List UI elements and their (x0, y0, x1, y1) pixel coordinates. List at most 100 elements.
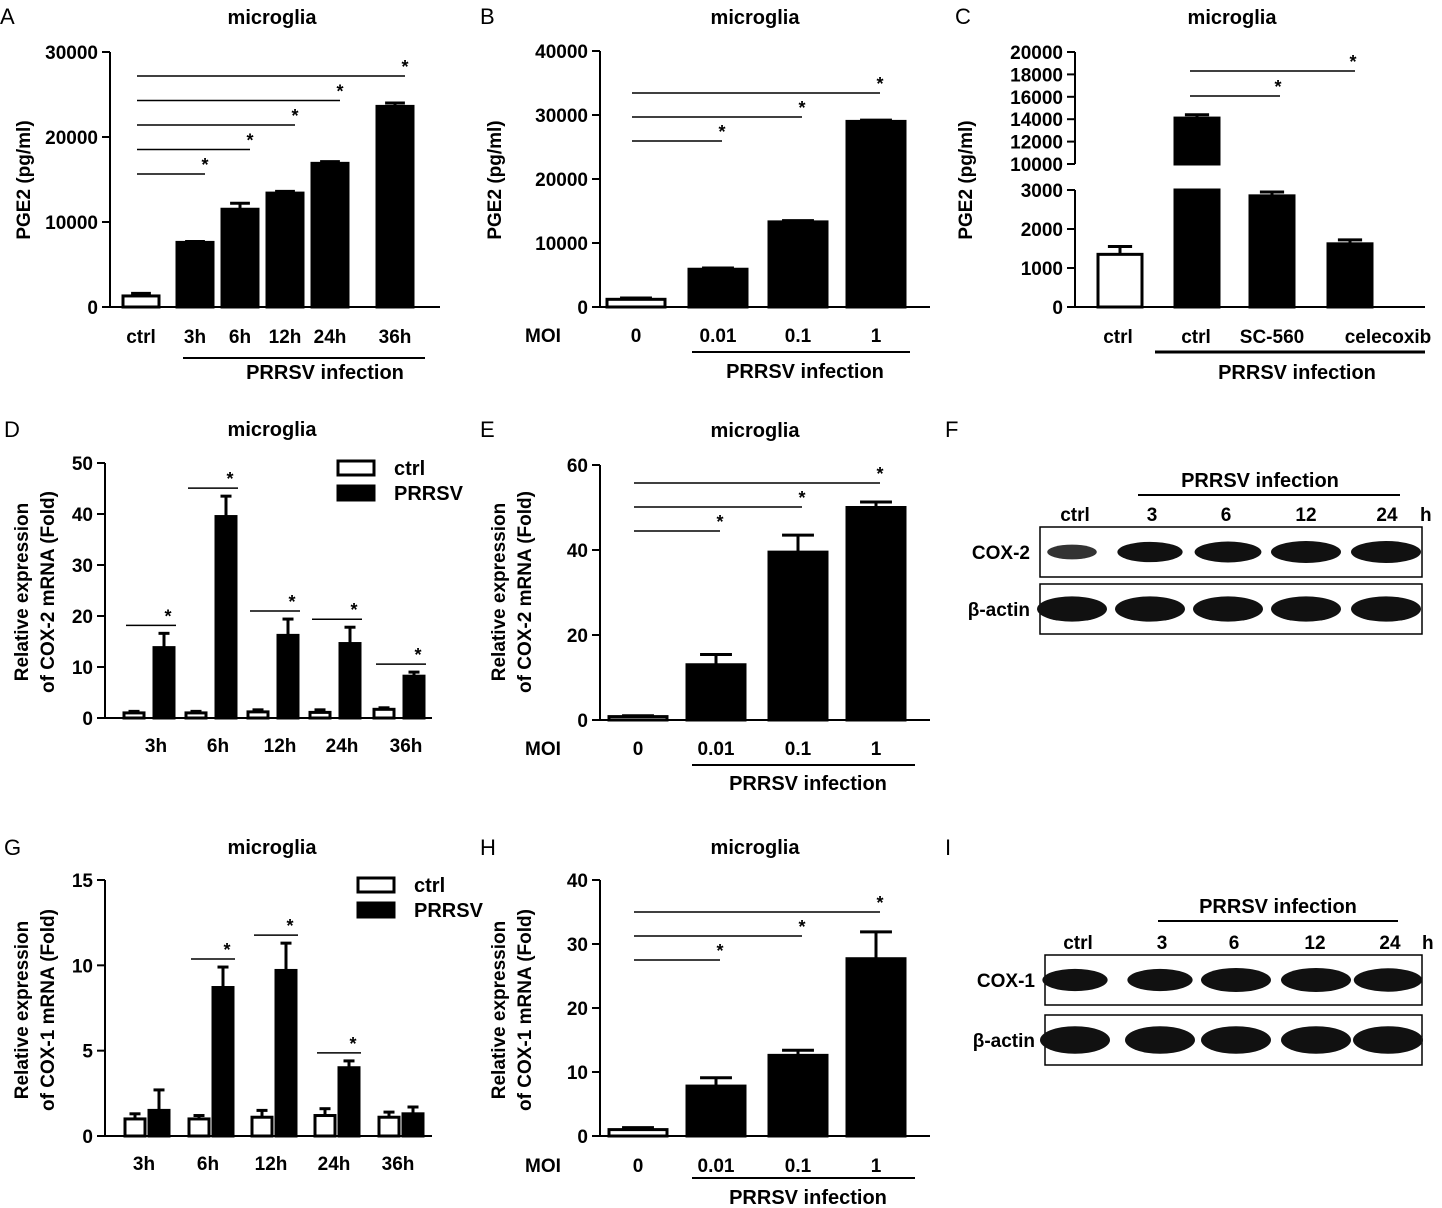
blot-unit-F: h (1420, 505, 1432, 526)
bar-E-0 (609, 717, 667, 720)
significance-star-E-0: * (716, 512, 723, 532)
bar-B-3 (847, 121, 905, 307)
y-tick-label-C: 2000 (1021, 220, 1063, 241)
group-label-E: PRRSV infection (729, 773, 887, 795)
bar-D-PRRSV-4 (404, 676, 424, 718)
panel-letter-B: B (480, 4, 495, 29)
group-label-B: PRRSV infection (726, 361, 884, 383)
y-tick-label-E: 60 (567, 456, 588, 477)
bar-G-ctrl-0 (125, 1119, 145, 1136)
x-tick-label-C: ctrl (1181, 327, 1211, 348)
group-label-C: PRRSV infection (1218, 362, 1376, 384)
blot-lane-label-I: 12 (1304, 933, 1325, 954)
y-tick-label-C: 1000 (1021, 259, 1063, 280)
significance-star-B-2: * (876, 74, 883, 94)
blot-band-I-1-4 (1353, 1026, 1423, 1054)
y-axis-label-B: PGE2 (pg/ml) (485, 120, 506, 239)
legend-label-D-ctrl: ctrl (394, 458, 425, 480)
bar-E-1 (687, 665, 745, 720)
blot-band-F-0-2 (1195, 542, 1262, 563)
y-tick-label-D: 10 (72, 658, 93, 679)
blot-row-label-F-0: COX-2 (972, 543, 1030, 564)
blot-band-F-0-0 (1047, 545, 1097, 560)
y-tick-label-D: 20 (72, 607, 93, 628)
x-tick-label-A: 12h (269, 327, 302, 348)
x-tick-label-G: 24h (318, 1154, 351, 1175)
chart-title-G: microglia (228, 837, 318, 859)
x-tick-label-E: 0.1 (785, 739, 812, 760)
figure: Amicroglia 0 10000 20000 30000 PGE2 (pg/ml) ct… (0, 0, 1442, 1208)
x-tick-label-E: 0 (633, 739, 644, 760)
panel-letter-E: E (480, 417, 495, 442)
bar-C-2 (1250, 196, 1294, 307)
x-tick-label-B: 0 (631, 326, 642, 347)
panel-letter-F: F (945, 417, 958, 442)
legend-swatch-D-PRRSV (338, 486, 374, 500)
blot-lane-label-F: ctrl (1060, 505, 1090, 526)
panel-letter-H: H (480, 835, 496, 860)
blot-row-label-I-0: COX-1 (977, 971, 1036, 992)
x-tick-label-D: 3h (145, 736, 167, 757)
bar-C-3 (1328, 244, 1372, 307)
x-tick-label-G: 6h (197, 1154, 219, 1175)
bar-E-3 (847, 508, 905, 721)
y-tick-label-A: 10000 (45, 213, 98, 234)
significance-star-A-4: * (401, 57, 408, 77)
blot-lane-label-F: 12 (1295, 505, 1316, 526)
figure-svg: Amicroglia0100002000030000PGE2 (pg/ml)ct… (0, 0, 1442, 1208)
blot-band-F-1-3 (1271, 596, 1341, 621)
chart-title-E: microglia (711, 420, 801, 442)
significance-star-D-3: * (350, 600, 357, 620)
x-tick-label-D: 6h (207, 736, 229, 757)
chart-title-H: microglia (711, 837, 801, 859)
blot-band-F-1-4 (1351, 596, 1421, 621)
y-tick-label-D: 40 (72, 505, 93, 526)
significance-star-G-2: * (286, 916, 293, 936)
x-tick-label-H: 0.01 (698, 1156, 735, 1177)
significance-star-A-2: * (291, 106, 298, 126)
bar-D-ctrl-3 (310, 712, 330, 718)
y-axis-label-H-2: of COX-1 mRNA (Fold) (515, 909, 536, 1111)
bar-G-PRRSV-2 (276, 970, 296, 1136)
significance-star-B-0: * (718, 122, 725, 142)
chart-title-D: microglia (228, 419, 318, 441)
x-tick-label-D: 36h (390, 736, 423, 757)
y-tick-label-H: 10 (567, 1063, 588, 1084)
y-tick-label-E: 0 (577, 711, 588, 732)
y-tick-label-H: 30 (567, 935, 588, 956)
x-tick-label-A: 6h (229, 327, 251, 348)
blot-band-F-0-3 (1271, 541, 1341, 563)
x-tick-label-A: 24h (314, 327, 347, 348)
group-label-H: PRRSV infection (729, 1187, 887, 1208)
y-tick-label-C: 18000 (1010, 65, 1063, 86)
legend-label-D-PRRSV: PRRSV (394, 483, 464, 505)
panel-letter-G: G (4, 835, 21, 860)
blot-band-F-0-1 (1117, 542, 1182, 562)
blot-band-F-1-1 (1115, 596, 1185, 621)
bar-B-0 (607, 299, 665, 307)
significance-star-C-1: * (1349, 52, 1356, 72)
blot-lane-label-I: 24 (1379, 933, 1401, 954)
bar-A-1 (177, 242, 213, 307)
panel-letter-I: I (945, 835, 951, 860)
y-tick-label-H: 0 (577, 1127, 588, 1148)
bar-G-ctrl-1 (189, 1119, 209, 1136)
blot-lane-label-F: 24 (1376, 505, 1398, 526)
bar-H-1 (687, 1086, 745, 1136)
y-tick-label-C: 10000 (1010, 155, 1063, 176)
bar-G-ctrl-4 (379, 1117, 399, 1136)
legend-label-G-ctrl: ctrl (414, 875, 445, 897)
bar-H-2 (769, 1055, 827, 1136)
bar-C-0 (1098, 254, 1142, 307)
x-tick-label-B: 0.01 (700, 326, 737, 347)
y-tick-label-G: 5 (82, 1042, 93, 1063)
significance-star-H-0: * (716, 941, 723, 961)
x-tick-label-G: 3h (133, 1154, 155, 1175)
blot-band-F-1-2 (1193, 596, 1263, 621)
blot-header-I: PRRSV infection (1199, 896, 1357, 918)
x-tick-label-H: 1 (871, 1156, 882, 1177)
y-axis-label-G: Relative expression (12, 921, 33, 1099)
blot-band-F-0-4 (1351, 541, 1421, 563)
y-axis-label-E-2: of COX-2 mRNA (Fold) (515, 491, 536, 693)
bar-D-PRRSV-0 (154, 648, 174, 718)
